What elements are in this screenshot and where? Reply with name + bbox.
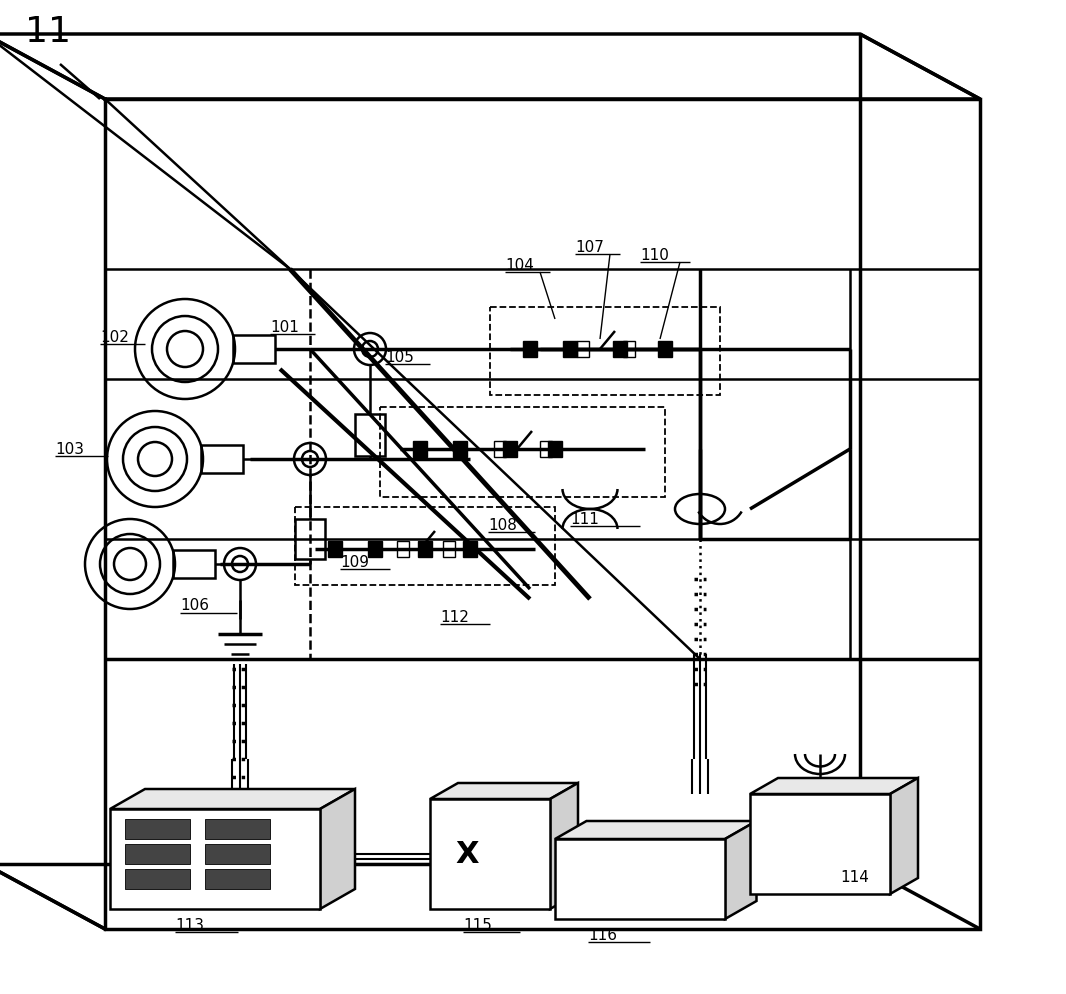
Bar bbox=[205, 819, 270, 839]
Bar bbox=[658, 342, 672, 358]
Bar bbox=[125, 844, 190, 864]
Text: 108: 108 bbox=[488, 518, 517, 533]
Bar bbox=[613, 342, 627, 358]
Bar bbox=[328, 542, 342, 558]
Text: X: X bbox=[455, 839, 479, 868]
Bar bbox=[295, 520, 325, 560]
Polygon shape bbox=[890, 778, 918, 894]
Text: 113: 113 bbox=[175, 917, 204, 932]
Bar bbox=[355, 414, 385, 456]
Bar bbox=[563, 342, 577, 358]
Text: 115: 115 bbox=[463, 917, 491, 932]
Bar bbox=[104, 100, 980, 929]
Polygon shape bbox=[725, 821, 757, 919]
Text: 114: 114 bbox=[840, 869, 869, 884]
Polygon shape bbox=[750, 794, 890, 894]
Bar bbox=[503, 441, 517, 457]
Bar bbox=[548, 441, 562, 457]
Text: 109: 109 bbox=[340, 555, 369, 570]
Bar bbox=[463, 542, 477, 558]
Bar bbox=[205, 844, 270, 864]
Text: 116: 116 bbox=[588, 927, 617, 942]
Bar bbox=[368, 542, 382, 558]
Polygon shape bbox=[320, 789, 355, 910]
Bar bbox=[413, 441, 427, 457]
Polygon shape bbox=[550, 783, 578, 910]
Bar bbox=[490, 308, 720, 396]
Text: 101: 101 bbox=[270, 320, 298, 335]
Polygon shape bbox=[110, 789, 355, 809]
Text: 110: 110 bbox=[640, 248, 668, 262]
Bar bbox=[397, 542, 409, 558]
Text: 102: 102 bbox=[100, 330, 129, 345]
Bar bbox=[523, 342, 537, 358]
Bar bbox=[125, 869, 190, 889]
Bar bbox=[418, 542, 432, 558]
Text: 105: 105 bbox=[385, 350, 414, 365]
Text: 103: 103 bbox=[55, 441, 84, 456]
Text: 104: 104 bbox=[505, 257, 534, 272]
Polygon shape bbox=[110, 809, 320, 910]
Text: 11: 11 bbox=[25, 15, 71, 49]
Bar bbox=[540, 441, 552, 457]
Bar bbox=[577, 342, 589, 358]
Bar bbox=[173, 551, 215, 579]
Bar bbox=[379, 408, 665, 498]
Polygon shape bbox=[555, 821, 757, 839]
Polygon shape bbox=[430, 783, 578, 799]
Polygon shape bbox=[555, 839, 725, 919]
Bar bbox=[201, 445, 243, 473]
Bar bbox=[494, 441, 506, 457]
Bar bbox=[443, 542, 455, 558]
Bar bbox=[623, 342, 635, 358]
Polygon shape bbox=[750, 778, 918, 794]
Text: 111: 111 bbox=[570, 512, 599, 527]
Bar bbox=[453, 441, 467, 457]
Text: 107: 107 bbox=[575, 240, 603, 254]
Polygon shape bbox=[430, 799, 550, 910]
Bar bbox=[205, 869, 270, 889]
Bar bbox=[295, 508, 555, 585]
Bar bbox=[125, 819, 190, 839]
Bar bbox=[233, 336, 275, 364]
Bar bbox=[104, 269, 980, 659]
Text: 106: 106 bbox=[180, 597, 209, 612]
Text: 112: 112 bbox=[440, 609, 469, 624]
